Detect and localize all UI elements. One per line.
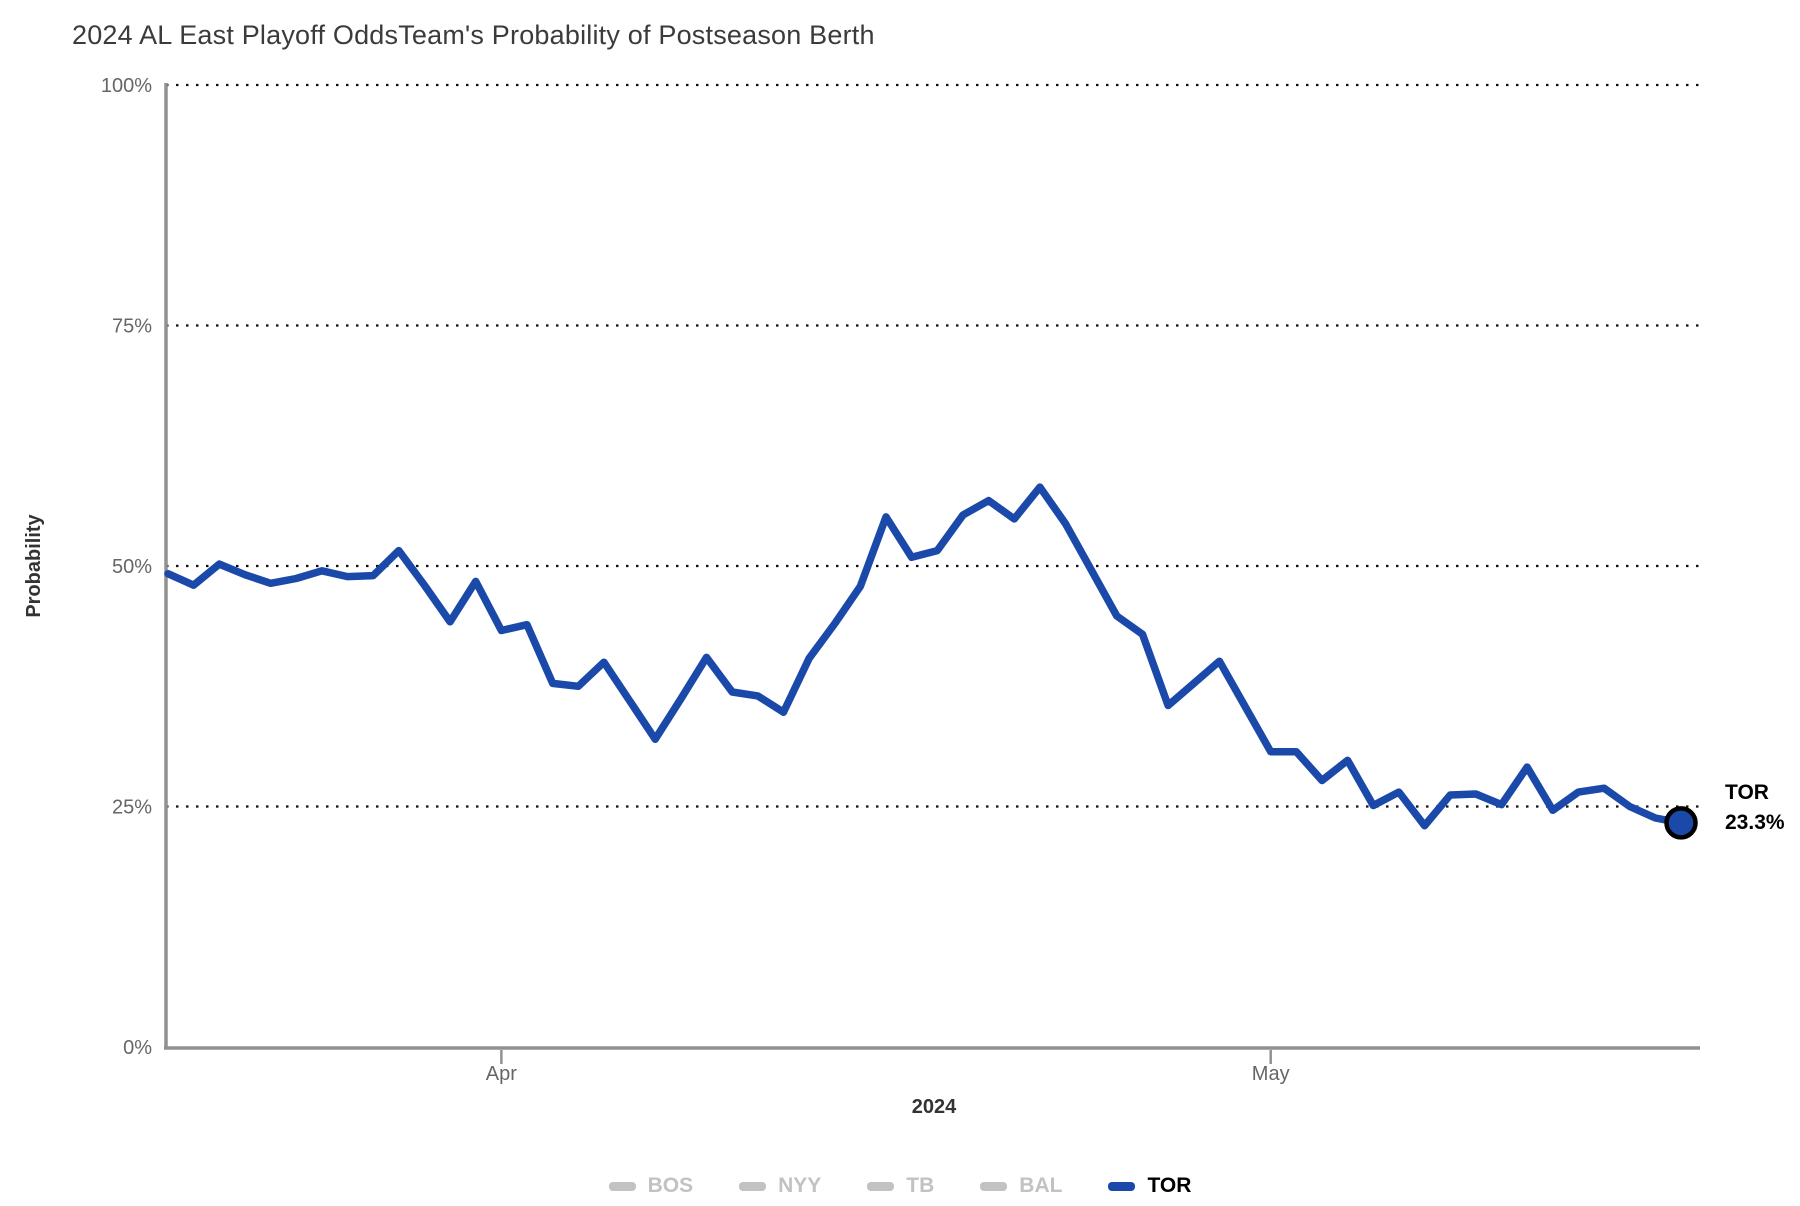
legend-item-bos[interactable]: BOS (608, 1174, 694, 1198)
y-tick-label-0: 0% (123, 1037, 152, 1059)
y-tick-label-50: 50% (112, 556, 152, 578)
x-tick-label-Apr: Apr (486, 1063, 517, 1085)
x-tick-label-May: May (1252, 1063, 1290, 1085)
chart-legend: BOS NYY TB BAL TOR (0, 1166, 1800, 1206)
legend-item-label: BOS (647, 1174, 694, 1197)
y-tick-label-75: 75% (112, 316, 152, 338)
y-tick-label-25: 25% (112, 797, 152, 819)
legend-swatch-icon (867, 1181, 895, 1191)
chart-subtitle: Team's Probability of Postseason Berth (398, 20, 875, 50)
legend-swatch-icon (608, 1181, 636, 1191)
y-tick-label-100: 100% (101, 75, 152, 97)
legend-item-nyy[interactable]: NYY (739, 1174, 821, 1198)
tor-end-marker[interactable] (1664, 806, 1698, 840)
legend-item-label: TB (906, 1174, 935, 1197)
legend-item-label: NYY (778, 1174, 822, 1197)
chart-title-main: 2024 AL East Playoff Odds (72, 20, 399, 50)
end-label-team: TOR (1725, 781, 1769, 804)
legend-swatch-icon (980, 1181, 1008, 1191)
chart-title: 2024 AL East Playoff OddsTeam's Probabil… (72, 20, 875, 51)
y-axis-title: Probability (23, 513, 45, 617)
legend-swatch-icon (739, 1181, 767, 1191)
x-axis-title: 2024 (912, 1096, 957, 1118)
legend-swatch-icon (1108, 1181, 1136, 1191)
legend-item-label: TOR (1147, 1174, 1192, 1197)
end-label-value: 23.3% (1725, 811, 1785, 834)
legend-item-tb[interactable]: TB (867, 1174, 934, 1198)
legend-item-bal[interactable]: BAL (980, 1174, 1062, 1198)
legend-item-tor[interactable]: TOR (1108, 1174, 1191, 1198)
tor-series-line[interactable] (164, 483, 1685, 830)
legend-item-label: BAL (1019, 1174, 1063, 1197)
